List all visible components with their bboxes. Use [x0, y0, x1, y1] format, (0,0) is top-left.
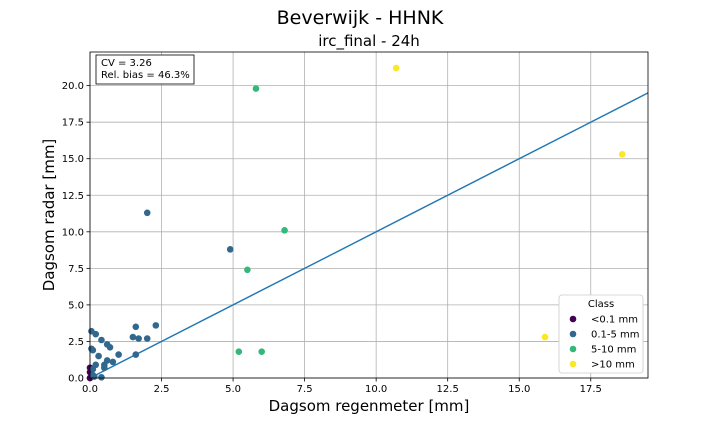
data-point: [98, 336, 105, 344]
data-point: [244, 266, 251, 274]
x-tick-label: 2.5: [154, 384, 170, 395]
data-points: [86, 64, 626, 382]
data-point: [132, 323, 140, 331]
data-point: [252, 85, 260, 92]
data-point: [109, 358, 117, 366]
y-tick-label: 17.5: [62, 118, 84, 129]
data-point: [226, 246, 234, 253]
data-point: [618, 151, 626, 158]
y-tick-label: 2.5: [68, 337, 84, 348]
y-tick-label: 0.0: [68, 374, 84, 385]
y-tick-label: 15.0: [62, 154, 84, 165]
x-tick-label: 0.0: [82, 384, 98, 395]
data-point: [101, 364, 108, 372]
data-point: [135, 335, 142, 342]
y-tick-label: 5.0: [68, 300, 84, 311]
stats-cv: CV = 3.26: [101, 58, 152, 69]
data-point: [235, 348, 243, 355]
axis-ticks: 0.0 2.5 5.0 7.5 10.0 12.5 15.0 17.5 0.0 2.5 5.0 7.5…: [62, 81, 602, 395]
data-point: [92, 330, 100, 338]
legend-marker: [569, 345, 577, 353]
data-point: [132, 351, 140, 358]
x-tick-label: 17.5: [580, 384, 602, 395]
fit-line: [89, 92, 649, 379]
legend-label: 0.1-5 mm: [591, 330, 640, 341]
stats-rel-bias: Rel. bias = 46.3%: [101, 70, 190, 81]
x-tick-label: 15.0: [508, 384, 530, 395]
legend-label: >10 mm: [591, 360, 635, 371]
data-point: [143, 209, 151, 217]
y-tick-label: 7.5: [68, 264, 84, 275]
legend-label: <0.1 mm: [591, 315, 638, 326]
x-tick-label: 7.5: [297, 384, 313, 395]
data-point: [152, 322, 160, 329]
y-tick-label: 10.0: [62, 227, 84, 238]
stats-box: CV = 3.26 Rel. bias = 46.3%: [95, 54, 195, 85]
y-tick-label: 12.5: [62, 191, 84, 202]
data-point: [392, 64, 400, 72]
fit-line-layer: [89, 92, 649, 379]
legend-title: Class: [588, 299, 614, 310]
data-point: [143, 335, 151, 342]
plot-frame: [89, 51, 649, 379]
chart-title: Beverwijk - HHNK: [277, 7, 444, 29]
data-point: [89, 346, 97, 354]
legend-label: 5-10 mm: [591, 345, 636, 356]
data-point: [98, 373, 105, 381]
data-point: [106, 344, 114, 351]
legend-marker: [569, 315, 577, 323]
data-point: [115, 351, 122, 358]
data-point: [90, 373, 98, 380]
y-axis-label: Dagsom radar [mm]: [40, 139, 58, 292]
x-tick-label: 5.0: [225, 384, 241, 395]
grid: [89, 52, 648, 379]
x-tick-label: 12.5: [437, 384, 459, 395]
y-tick-label: 20.0: [62, 81, 84, 92]
data-point: [281, 227, 288, 234]
data-point: [258, 348, 265, 355]
legend-marker: [569, 330, 577, 338]
data-point: [129, 333, 137, 341]
legend: Class <0.1 mm 0.1-5 mm 5-10 mm >10 mm: [558, 294, 644, 374]
data-point: [89, 365, 97, 373]
legend-box: [558, 294, 644, 374]
data-point: [103, 357, 111, 364]
legend-marker: [569, 360, 577, 368]
chart-subtitle: irc_final - 24h: [318, 32, 420, 51]
data-point: [95, 352, 102, 360]
x-axis-label: Dagsom regenmeter [mm]: [269, 397, 470, 415]
x-tick-label: 10.0: [365, 384, 387, 395]
data-point: [541, 333, 549, 341]
